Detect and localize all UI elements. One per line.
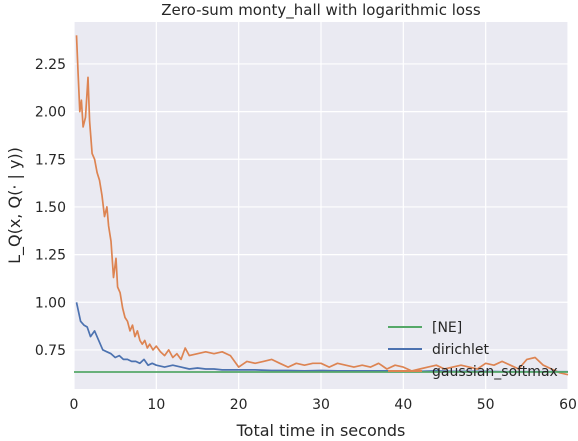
x-tick-label: 0 xyxy=(70,397,79,413)
series-line-dirichlet xyxy=(75,302,568,373)
y-tick-label: 2.25 xyxy=(35,57,66,73)
y-tick-label: 1.25 xyxy=(35,248,66,264)
legend-label: gaussian_softmax xyxy=(432,364,558,380)
series-layer xyxy=(74,35,569,376)
x-tick-label: 50 xyxy=(477,397,495,413)
x-tick-label: 40 xyxy=(394,397,412,413)
legend-label: dirichlet xyxy=(432,342,489,358)
x-tick-label: 60 xyxy=(559,397,577,413)
x-axis: 0 10 20 30 40 50 60 xyxy=(70,397,577,413)
y-tick-label: 1.50 xyxy=(35,200,66,216)
series-line-gaussian-softmax xyxy=(75,35,569,376)
gridlines xyxy=(73,22,569,389)
legend: [NE] dirichlet gaussian_softmax xyxy=(388,320,558,380)
y-axis: 0.75 1.00 1.25 1.50 1.75 2.00 2.25 xyxy=(35,57,66,359)
legend-label: [NE] xyxy=(432,320,462,336)
chart-title: Zero-sum monty_hall with logarithmic los… xyxy=(161,1,481,20)
y-tick-label: 0.75 xyxy=(35,343,66,359)
y-tick-label: 1.00 xyxy=(35,295,66,311)
x-axis-label: Total time in seconds xyxy=(236,421,406,440)
y-tick-label: 2.00 xyxy=(35,105,66,121)
x-tick-label: 10 xyxy=(147,397,165,413)
x-tick-label: 20 xyxy=(230,397,248,413)
y-tick-label: 1.75 xyxy=(35,152,66,168)
y-axis-label: L_Q(x, Q(· | y)) xyxy=(5,147,25,264)
x-tick-label: 30 xyxy=(312,397,330,413)
